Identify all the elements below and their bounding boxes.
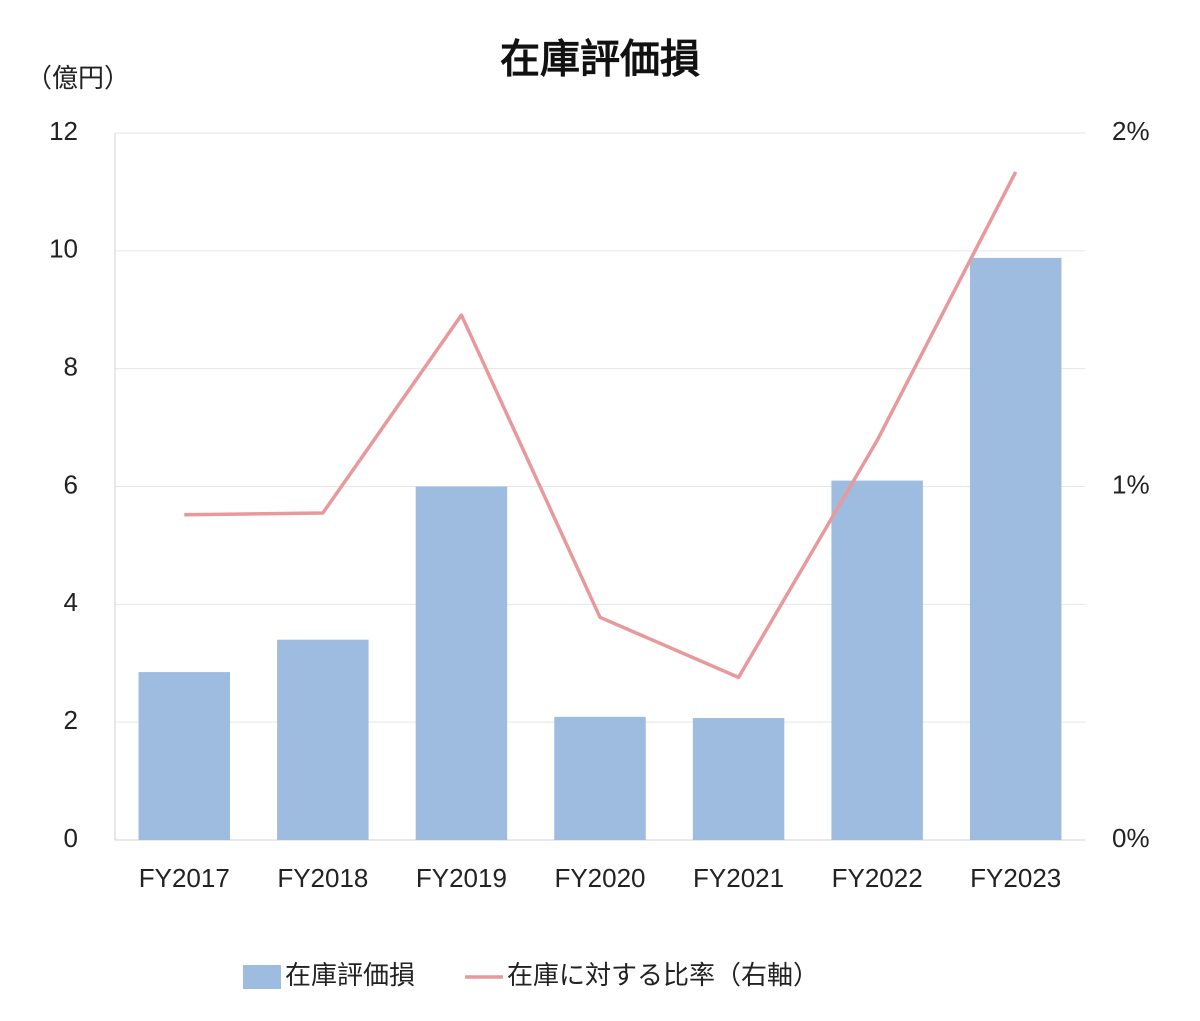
bar [831,480,923,840]
y-tick-label: 10 [49,234,78,264]
x-tick-label: FY2020 [554,863,645,893]
y-tick-label: 2 [64,705,78,735]
bar [138,672,231,840]
x-tick-label: FY2021 [693,863,784,893]
y2-tick-label: 0% [1112,823,1150,853]
x-tick-label: FY2023 [970,863,1061,893]
y2-tick-label: 1% [1112,469,1150,499]
x-tick-label: FY2017 [139,863,230,893]
legend-swatch [243,965,281,989]
bar [969,257,1062,840]
y-tick-label: 8 [64,352,78,382]
x-tick-label: FY2018 [277,863,368,893]
chart-title: 在庫評価損 [500,38,700,82]
bar [277,639,369,840]
x-tick-label: FY2022 [832,863,923,893]
x-tick-label: FY2019 [416,863,507,893]
y-tick-label: 12 [49,116,78,146]
y-tick-label: 0 [64,823,78,853]
bar [692,718,785,840]
bar [554,716,646,840]
bar [415,486,508,840]
legend-label: 在庫評価損 [285,960,415,990]
legend-label: 在庫に対する比率（右軸） [507,960,819,990]
y-tick-label: 6 [64,469,78,499]
y-axis-unit: （億円） [26,63,130,93]
y2-tick-label: 2% [1112,116,1150,146]
line [184,171,1018,680]
y-tick-label: 4 [64,587,78,617]
